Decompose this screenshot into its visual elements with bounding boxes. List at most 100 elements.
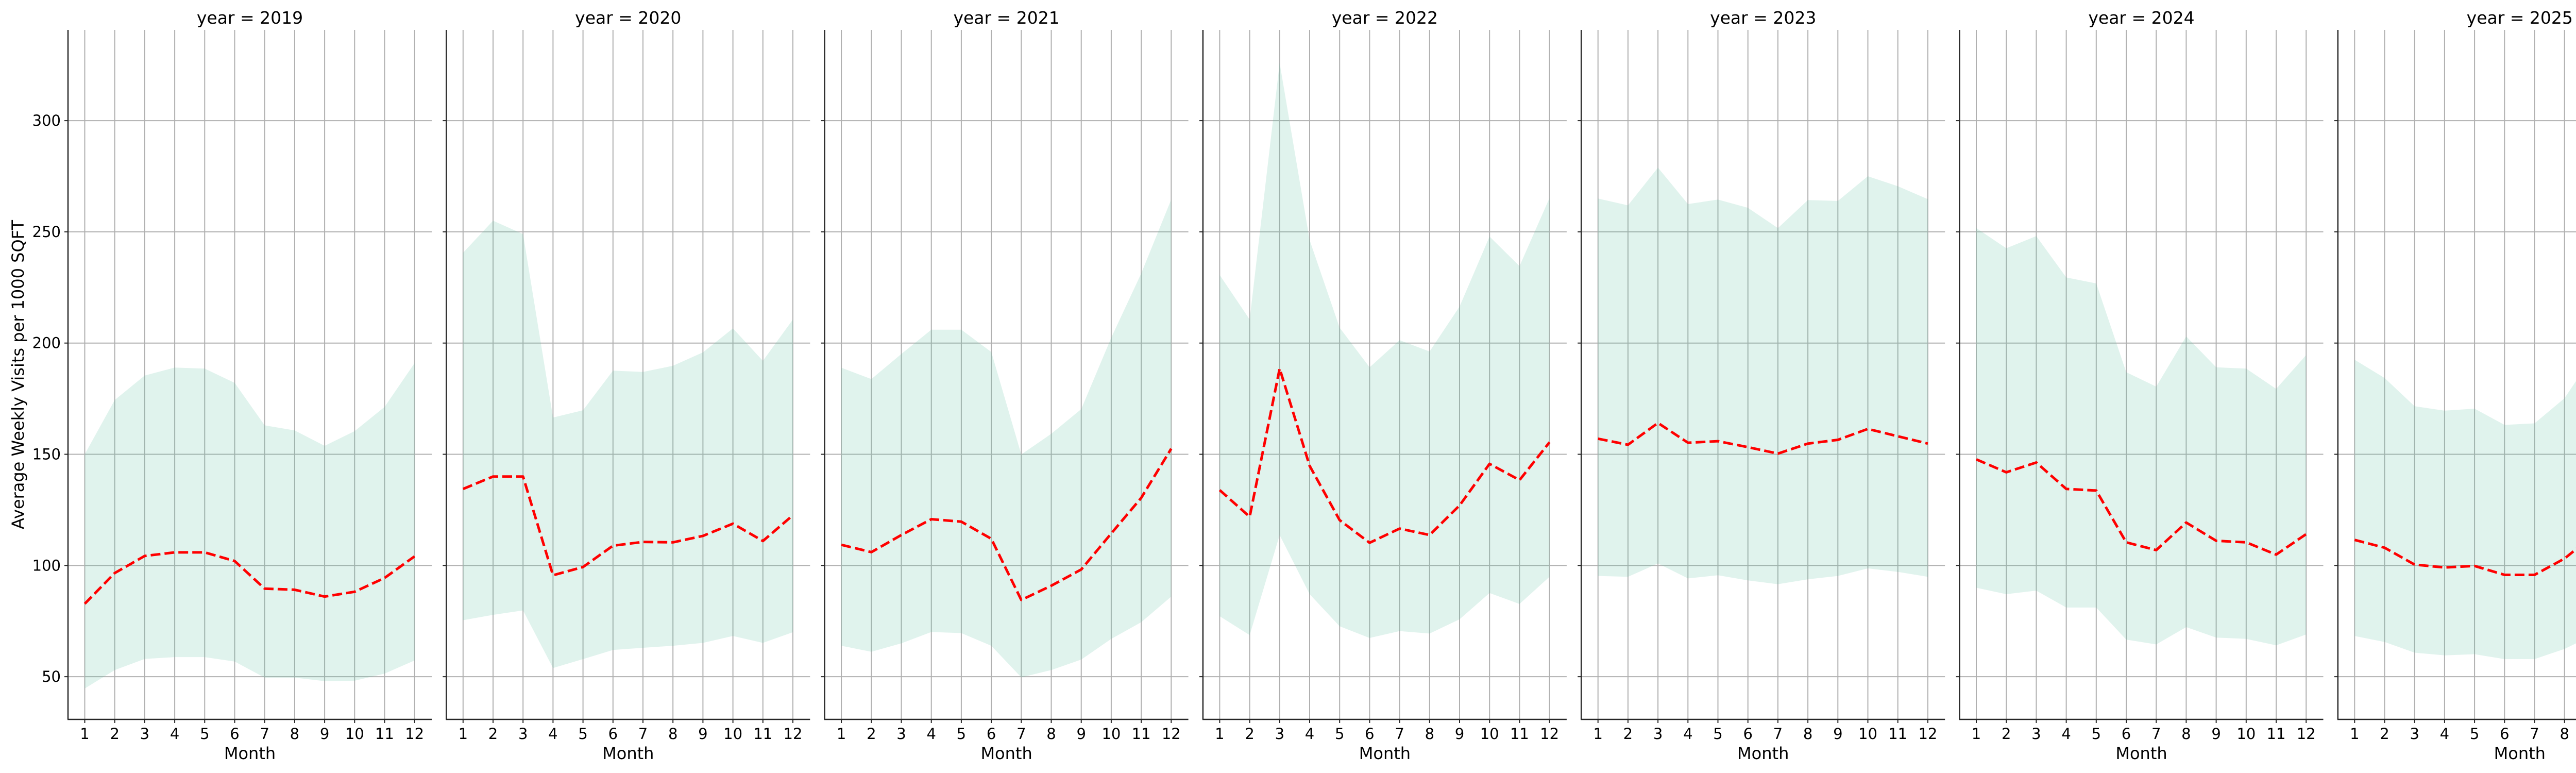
x-tick-label: 2	[1623, 725, 1633, 743]
x-tick-label: 6	[2500, 725, 2509, 743]
x-tick-label: 1	[459, 725, 468, 743]
x-tick-label: 3	[2410, 725, 2419, 743]
x-tick-label: 9	[1833, 725, 1842, 743]
x-tick-label: 12	[784, 725, 803, 743]
panel-title: year = 2024	[2088, 8, 2194, 28]
x-tick-label: 3	[140, 725, 149, 743]
percentile-band	[84, 363, 415, 688]
x-axis-label: Month	[980, 744, 1032, 763]
x-tick-label: 8	[2181, 725, 2191, 743]
x-tick-label: 12	[2297, 725, 2316, 743]
x-tick-label: 3	[1653, 725, 1663, 743]
x-tick-label: 1	[1215, 725, 1224, 743]
x-tick-label: 5	[2470, 725, 2479, 743]
x-axis-label: Month	[1359, 744, 1411, 763]
percentile-band	[1219, 63, 1550, 638]
x-tick-label: 3	[2031, 725, 2041, 743]
x-tick-label: 6	[608, 725, 618, 743]
x-axis-label: Month	[2115, 744, 2167, 763]
x-axis-label: Month	[1737, 744, 1789, 763]
x-tick-label: 5	[957, 725, 966, 743]
median-line	[2354, 539, 2576, 576]
x-tick-label: 11	[1888, 725, 1907, 743]
x-tick-label: 6	[1365, 725, 1374, 743]
y-axis-label: Average Weekly Visits per 1000 SQFT	[8, 220, 28, 529]
panel-title: year = 2021	[953, 8, 1059, 28]
x-tick-label: 8	[1803, 725, 1812, 743]
percentile-band	[1976, 228, 2307, 646]
x-tick-label: 2	[1245, 725, 1254, 743]
x-tick-label: 1	[2350, 725, 2359, 743]
x-tick-label: 11	[2267, 725, 2286, 743]
x-tick-label: 4	[170, 725, 179, 743]
x-tick-label: 5	[1713, 725, 1722, 743]
median-line	[1218, 367, 1551, 544]
x-tick-label: 11	[753, 725, 772, 743]
x-tick-label: 7	[260, 725, 269, 743]
x-tick-label: 10	[1858, 725, 1877, 743]
median-line	[1598, 422, 1928, 455]
x-tick-label: 7	[1395, 725, 1404, 743]
x-tick-label: 12	[405, 725, 424, 743]
x-tick-label: 3	[1275, 725, 1284, 743]
x-tick-label: 1	[1593, 725, 1602, 743]
panel-title: year = 2025	[2467, 8, 2573, 28]
y-tick-label: 300	[32, 112, 61, 129]
x-tick-label: 6	[230, 725, 239, 743]
panel-title: year = 2019	[197, 8, 303, 28]
x-tick-label: 8	[290, 725, 299, 743]
x-tick-label: 9	[2211, 725, 2221, 743]
y-tick-label: 50	[42, 668, 61, 685]
x-tick-label: 7	[2530, 725, 2539, 743]
panel-2025: year = 2025123456789101112Month	[2334, 8, 2576, 763]
median-line	[841, 448, 1173, 601]
x-tick-label: 6	[2122, 725, 2131, 743]
x-tick-label: 10	[345, 725, 364, 743]
x-tick-label: 4	[1683, 725, 1692, 743]
x-tick-label: 10	[1101, 725, 1121, 743]
x-tick-label: 5	[2092, 725, 2101, 743]
x-tick-label: 1	[80, 725, 89, 743]
x-tick-label: 11	[375, 725, 394, 743]
x-tick-label: 6	[1743, 725, 1752, 743]
x-tick-label: 5	[578, 725, 587, 743]
percentile-band	[463, 221, 793, 668]
x-tick-label: 3	[896, 725, 906, 743]
median-line	[1976, 458, 2307, 556]
percentile-band	[841, 199, 1172, 678]
x-tick-label: 1	[837, 725, 846, 743]
panel-title: year = 2020	[575, 8, 681, 28]
x-tick-label: 2	[2002, 725, 2011, 743]
y-tick-label: 200	[32, 334, 61, 352]
x-tick-label: 8	[1425, 725, 1434, 743]
x-tick-label: 1	[1972, 725, 1981, 743]
x-axis-label: Month	[2494, 744, 2546, 763]
x-tick-label: 2	[488, 725, 498, 743]
x-tick-label: 4	[2061, 725, 2071, 743]
median-line	[462, 475, 794, 577]
x-tick-label: 9	[1455, 725, 1464, 743]
x-axis-label: Month	[602, 744, 654, 763]
x-tick-label: 12	[1162, 725, 1181, 743]
x-tick-label: 4	[1305, 725, 1314, 743]
x-tick-label: 4	[926, 725, 936, 743]
panel-title: year = 2022	[1332, 8, 1438, 28]
x-tick-label: 4	[548, 725, 557, 743]
x-tick-label: 7	[638, 725, 648, 743]
x-tick-label: 10	[723, 725, 742, 743]
percentile-band	[1598, 167, 1928, 584]
x-tick-label: 9	[698, 725, 707, 743]
percentile-band	[2354, 360, 2576, 659]
x-tick-label: 2	[867, 725, 876, 743]
x-tick-label: 5	[1335, 725, 1344, 743]
x-tick-label: 6	[987, 725, 996, 743]
x-tick-label: 7	[1016, 725, 1026, 743]
x-tick-label: 5	[200, 725, 209, 743]
x-tick-label: 7	[1773, 725, 1783, 743]
x-tick-label: 9	[320, 725, 329, 743]
